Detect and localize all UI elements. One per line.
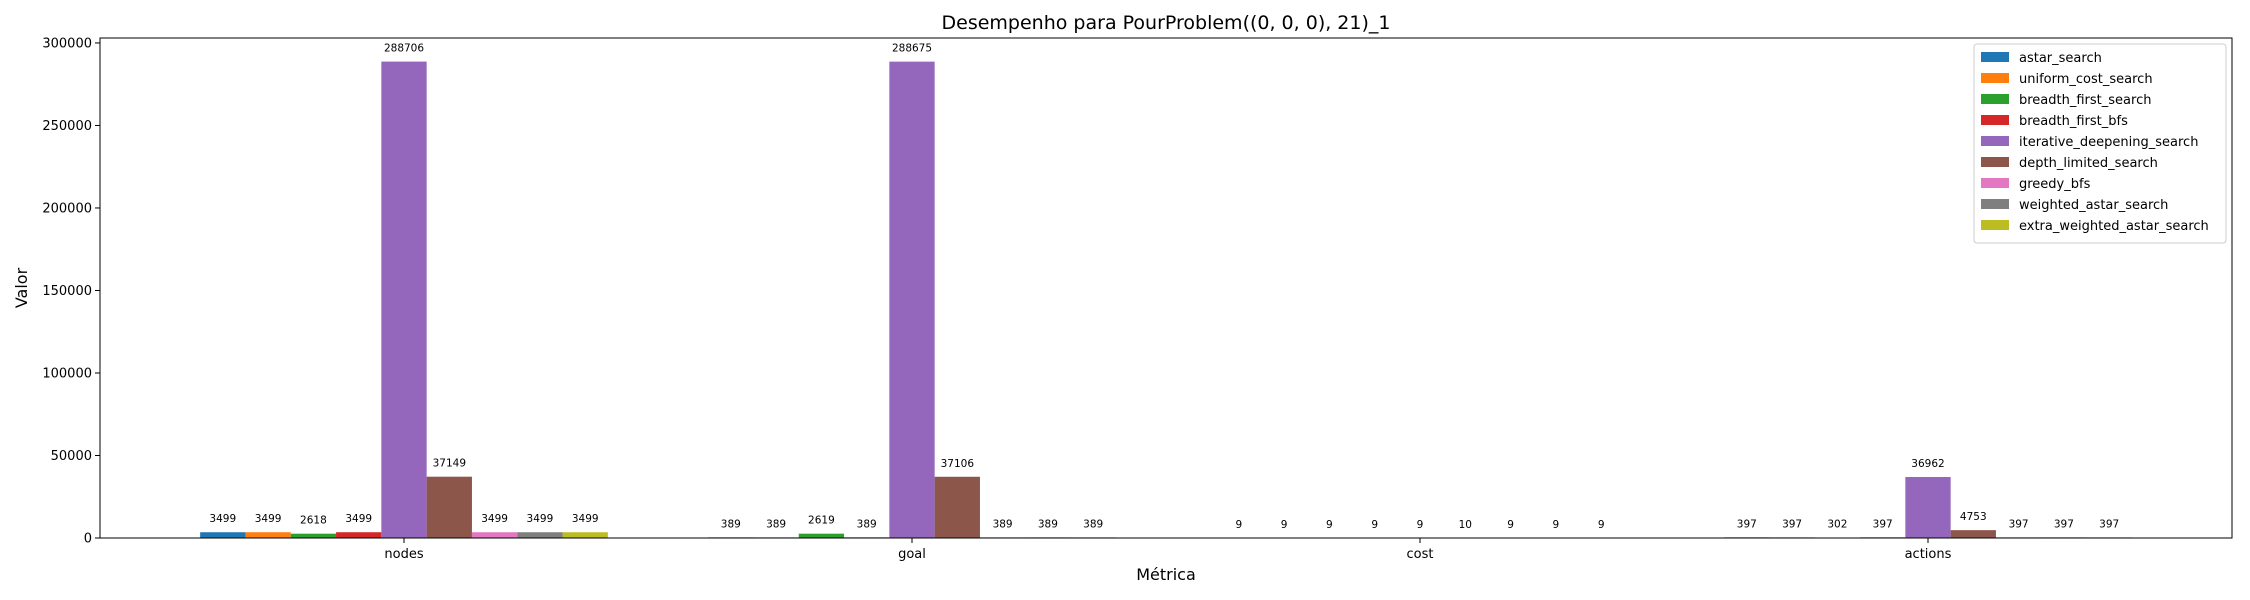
x-tick-label-goal: goal xyxy=(898,547,926,562)
data-label-uniform_cost_search-nodes: 3499 xyxy=(255,513,282,525)
legend-swatch-weighted_astar_search xyxy=(1981,199,2009,209)
legend-box xyxy=(1973,43,2227,244)
data-label-astar_search-actions: 397 xyxy=(1737,518,1757,530)
data-label-astar_search-nodes: 3499 xyxy=(209,513,236,525)
x-axis: nodes goal cost actions xyxy=(384,538,1952,562)
y-tick-label: 200000 xyxy=(42,201,92,216)
x-tick-label-actions: actions xyxy=(1905,547,1952,562)
data-label-iterative_deepening_search-nodes: 288706 xyxy=(384,43,424,55)
data-label-iterative_deepening_search-goal: 288675 xyxy=(892,43,932,55)
legend-swatch-astar_search xyxy=(1981,52,2009,62)
bar-iterative_deepening_search-nodes xyxy=(381,61,427,538)
bar-uniform_cost_search-nodes xyxy=(245,532,291,538)
data-label-depth_limited_search-goal: 37106 xyxy=(941,458,975,470)
bar-astar_search-nodes xyxy=(200,532,246,538)
data-label-greedy_bfs-goal: 389 xyxy=(993,518,1013,530)
bar-depth_limited_search-actions xyxy=(1950,530,1996,538)
y-axis-title: Valor xyxy=(12,267,31,308)
data-label-weighted_astar_search-actions: 397 xyxy=(2054,518,2074,530)
data-label-breadth_first_search-nodes: 2618 xyxy=(300,515,327,527)
data-label-weighted_astar_search-cost: 9 xyxy=(1553,519,1560,531)
legend-swatch-breadth_first_bfs xyxy=(1981,115,2009,125)
legend-label-breadth_first_search: breadth_first_search xyxy=(2019,93,2151,108)
legend-swatch-extra_weighted_astar_search xyxy=(1981,220,2009,230)
data-label-iterative_deepening_search-cost: 9 xyxy=(1417,519,1424,531)
legend-label-greedy_bfs: greedy_bfs xyxy=(2019,177,2091,192)
y-tick-label: 150000 xyxy=(42,284,92,299)
y-tick-label: 100000 xyxy=(42,366,92,381)
x-tick-label-cost: cost xyxy=(1407,547,1434,562)
x-tick-label-nodes: nodes xyxy=(384,547,423,562)
bar-depth_limited_search-goal xyxy=(934,476,980,538)
data-labels-layer: 3499 3499 2618 3499 288706 37149 3499 3499 3499 3… xyxy=(209,43,2119,531)
bar-weighted_astar_search-nodes xyxy=(517,532,563,538)
plot-frame xyxy=(99,37,2233,539)
legend-swatch-depth_limited_search xyxy=(1981,157,2009,167)
data-label-depth_limited_search-cost: 10 xyxy=(1459,519,1472,531)
bar-breadth_first_bfs-nodes xyxy=(336,532,382,538)
bar-extra_weighted_astar_search-nodes xyxy=(562,532,608,538)
legend-swatch-breadth_first_search xyxy=(1981,94,2009,104)
y-axis: 0 50000 100000 150000 200000 250000 300000 xyxy=(42,36,100,547)
legend-label-iterative_deepening_search: iterative_deepening_search xyxy=(2019,135,2198,150)
data-label-extra_weighted_astar_search-cost: 9 xyxy=(1598,519,1605,531)
legend-swatch-greedy_bfs xyxy=(1981,178,2009,188)
legend-label-astar_search: astar_search xyxy=(2019,51,2102,66)
data-label-breadth_first_bfs-actions: 397 xyxy=(1873,518,1893,530)
chart-title: Desempenho para PourProblem((0, 0, 0), 2… xyxy=(942,12,1391,34)
data-label-depth_limited_search-nodes: 37149 xyxy=(433,458,466,470)
data-label-extra_weighted_astar_search-nodes: 3499 xyxy=(572,513,599,525)
data-label-breadth_first_search-actions: 302 xyxy=(1827,519,1847,531)
legend-label-breadth_first_bfs: breadth_first_bfs xyxy=(2019,114,2128,129)
bar-iterative_deepening_search-goal xyxy=(889,61,935,539)
data-label-greedy_bfs-cost: 9 xyxy=(1507,519,1514,531)
legend-label-extra_weighted_astar_search: extra_weighted_astar_search xyxy=(2019,219,2209,234)
data-label-weighted_astar_search-nodes: 3499 xyxy=(527,513,554,525)
bars-layer xyxy=(200,61,2132,539)
data-label-weighted_astar_search-goal: 389 xyxy=(1038,518,1058,530)
data-label-uniform_cost_search-goal: 389 xyxy=(766,518,786,530)
bar-depth_limited_search-nodes xyxy=(426,476,472,538)
bar-iterative_deepening_search-actions xyxy=(1905,477,1951,538)
data-label-astar_search-cost: 9 xyxy=(1235,519,1242,531)
data-label-greedy_bfs-actions: 397 xyxy=(2009,518,2029,530)
data-label-breadth_first_bfs-nodes: 3499 xyxy=(345,513,372,525)
data-label-breadth_first_bfs-goal: 389 xyxy=(857,518,877,530)
y-tick-label: 250000 xyxy=(42,119,92,134)
data-label-breadth_first_search-cost: 9 xyxy=(1326,519,1333,531)
data-label-iterative_deepening_search-actions: 36962 xyxy=(1911,458,1944,470)
data-label-extra_weighted_astar_search-goal: 389 xyxy=(1083,518,1103,530)
y-tick-label: 50000 xyxy=(51,449,92,464)
legend-label-depth_limited_search: depth_limited_search xyxy=(2019,156,2158,171)
data-label-breadth_first_search-goal: 2619 xyxy=(808,515,835,527)
data-label-breadth_first_bfs-cost: 9 xyxy=(1371,519,1378,531)
legend-swatch-uniform_cost_search xyxy=(1981,73,2009,83)
data-label-uniform_cost_search-actions: 397 xyxy=(1782,518,1802,530)
y-tick-label: 0 xyxy=(84,532,92,547)
x-axis-title: Métrica xyxy=(1136,565,1196,584)
data-label-greedy_bfs-nodes: 3499 xyxy=(481,513,508,525)
y-tick-label: 300000 xyxy=(42,36,92,51)
legend-swatch-iterative_deepening_search xyxy=(1981,136,2009,146)
data-label-extra_weighted_astar_search-actions: 397 xyxy=(2099,518,2119,530)
data-label-depth_limited_search-actions: 4753 xyxy=(1960,511,1987,523)
bar-breadth_first_search-goal xyxy=(798,533,845,538)
bar-breadth_first_search-nodes xyxy=(290,533,337,538)
legend: astar_search uniform_cost_search breadth_f… xyxy=(1973,43,2227,244)
data-label-uniform_cost_search-cost: 9 xyxy=(1281,519,1288,531)
bar-greedy_bfs-nodes xyxy=(471,532,518,538)
legend-label-uniform_cost_search: uniform_cost_search xyxy=(2019,72,2153,87)
legend-label-weighted_astar_search: weighted_astar_search xyxy=(2019,198,2168,213)
data-label-astar_search-goal: 389 xyxy=(721,518,741,530)
